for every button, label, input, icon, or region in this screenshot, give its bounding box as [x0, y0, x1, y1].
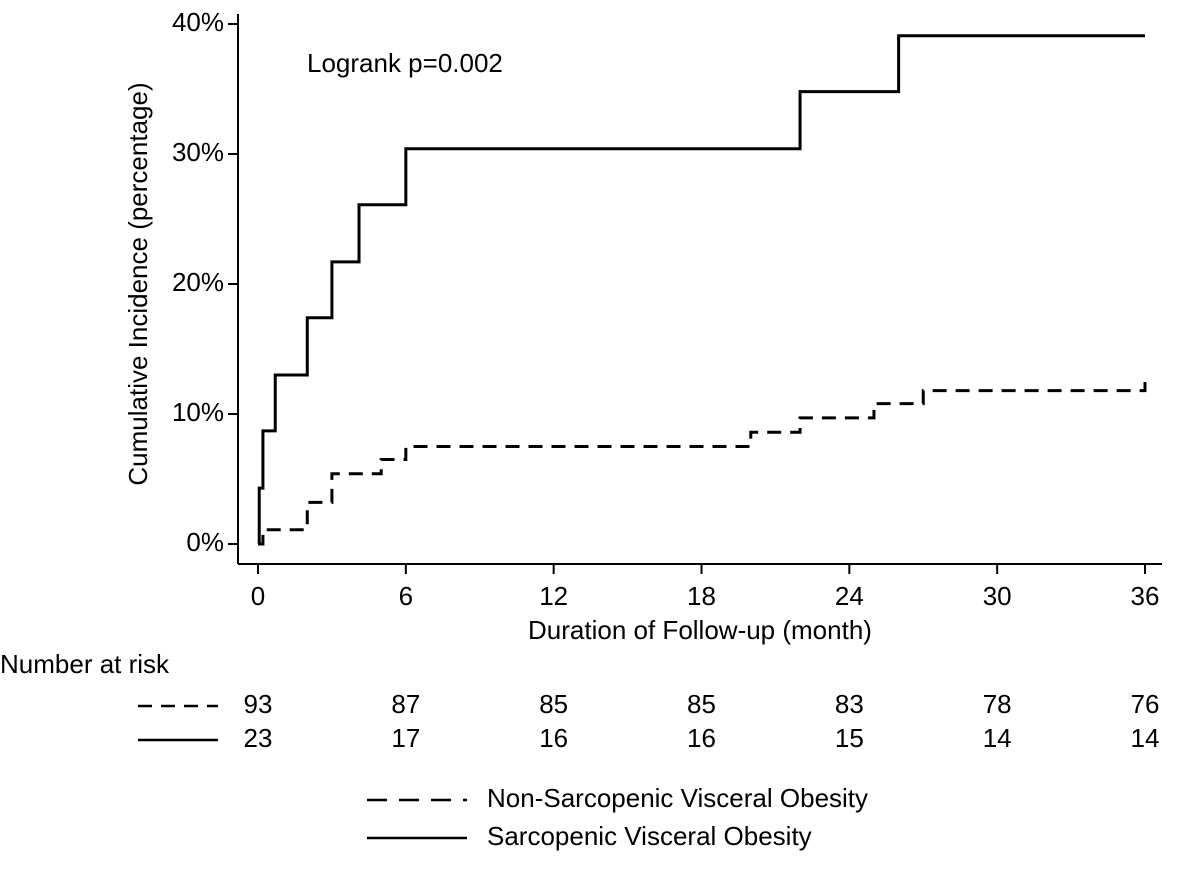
risk-table-title: Number at risk [0, 649, 170, 679]
risk-count: 87 [391, 689, 420, 719]
risk-count: 14 [1131, 723, 1160, 753]
risk-count: 14 [983, 723, 1012, 753]
km-curve [258, 376, 1147, 546]
y-tick-label: 10% [172, 397, 224, 427]
risk-count: 93 [244, 689, 273, 719]
x-tick-label: 24 [835, 581, 864, 611]
x-tick-label: 30 [983, 581, 1012, 611]
risk-count: 16 [539, 723, 568, 753]
risk-count: 15 [835, 723, 864, 753]
legend-label: Non-Sarcopenic Visceral Obesity [487, 783, 868, 813]
risk-count: 16 [687, 723, 716, 753]
risk-count: 83 [835, 689, 864, 719]
y-tick-label: 40% [172, 7, 224, 37]
km-curve [257, 34, 1145, 546]
y-tick-label: 0% [186, 527, 224, 557]
legend-label: Sarcopenic Visceral Obesity [487, 821, 812, 851]
x-tick-label: 6 [399, 581, 413, 611]
risk-count: 85 [539, 689, 568, 719]
risk-count: 78 [983, 689, 1012, 719]
annotation: Logrank p=0.002 [307, 48, 503, 78]
y-axis-label: Cumulative Incidence (percentage) [123, 82, 153, 485]
risk-count: 85 [687, 689, 716, 719]
risk-count: 76 [1131, 689, 1160, 719]
x-axis-label: Duration of Follow-up (month) [528, 615, 872, 645]
x-tick-label: 0 [251, 581, 265, 611]
x-tick-label: 18 [687, 581, 716, 611]
y-tick-label: 30% [172, 137, 224, 167]
x-tick-label: 36 [1131, 581, 1160, 611]
y-tick-label: 20% [172, 267, 224, 297]
risk-count: 23 [244, 723, 273, 753]
risk-count: 17 [391, 723, 420, 753]
x-tick-label: 12 [539, 581, 568, 611]
